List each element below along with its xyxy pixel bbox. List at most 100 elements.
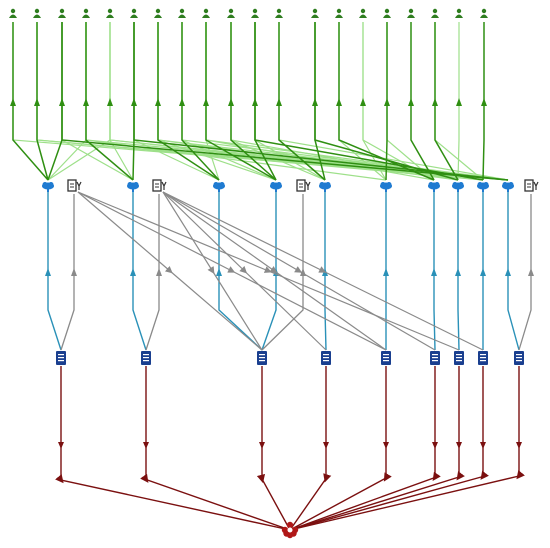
top-edge-arrowhead xyxy=(83,98,89,106)
person-icon xyxy=(431,8,439,18)
top-edge-dark xyxy=(157,22,220,181)
edges-document-to-root xyxy=(55,366,525,531)
service-doc-edge xyxy=(457,192,460,351)
person-icon xyxy=(130,8,138,18)
person-icon xyxy=(178,8,186,18)
person-icon xyxy=(251,8,259,18)
top-edge-dark xyxy=(47,22,63,181)
service-edge-arrowhead xyxy=(455,268,461,276)
root-edge-arrowhead xyxy=(516,442,522,449)
document-icon xyxy=(56,351,66,365)
edges-service-to-document xyxy=(45,191,534,351)
config-cross-edge xyxy=(77,191,263,351)
top-edge-dark xyxy=(314,22,459,181)
top-edge-light xyxy=(457,22,460,181)
top-edge-light xyxy=(157,22,459,181)
root-edge-arrowhead xyxy=(383,442,389,449)
service-doc-edge xyxy=(47,192,62,351)
flower-icon xyxy=(281,521,299,539)
root-edge-arrowhead xyxy=(143,442,149,449)
service-edge-arrowhead xyxy=(383,268,389,276)
config-cross-edge xyxy=(77,191,460,351)
top-edge-light xyxy=(109,22,134,181)
person-icon xyxy=(275,8,283,18)
person-icon xyxy=(480,8,488,18)
top-edge-light xyxy=(61,22,134,181)
config-icon xyxy=(524,179,539,192)
config-cross-edge xyxy=(77,191,387,351)
root-edge xyxy=(256,366,291,531)
service-edge-arrowhead xyxy=(216,268,222,276)
top-edge-dark xyxy=(338,22,435,181)
service-edge-arrowhead xyxy=(480,268,486,276)
top-edge-dark xyxy=(181,22,220,181)
cloud-icon xyxy=(380,182,392,192)
person-icon xyxy=(383,8,391,18)
config-doc-edge xyxy=(518,194,532,351)
service-doc-edge xyxy=(218,192,263,351)
person-icon xyxy=(407,8,415,18)
person-icon xyxy=(359,8,367,18)
person-icon xyxy=(335,8,343,18)
root-edge-arrowhead xyxy=(456,442,462,449)
top-edge-dark xyxy=(12,22,49,181)
top-edge-light xyxy=(47,22,87,181)
top-edge-arrowhead xyxy=(155,98,161,106)
document-icon xyxy=(321,351,331,365)
person-icon xyxy=(82,8,90,18)
root-edge-arrowhead xyxy=(58,442,64,449)
root-edge-arrowhead xyxy=(259,442,265,449)
document-icon xyxy=(454,351,464,365)
person-icon xyxy=(311,8,319,18)
top-edge-arrowhead xyxy=(312,98,318,106)
service-edge-arrowhead xyxy=(45,268,51,276)
cloud-icon xyxy=(213,182,225,192)
document-icon xyxy=(381,351,391,365)
edges-top-dark xyxy=(10,22,509,181)
top-edge-arrowhead xyxy=(360,98,366,106)
root-edge xyxy=(289,366,525,531)
top-edge-arrowhead xyxy=(481,98,487,106)
top-edge-dark xyxy=(36,22,49,181)
service-edge-arrowhead xyxy=(431,268,437,276)
cloud-icon xyxy=(452,182,464,192)
top-edge-arrowhead xyxy=(276,98,282,106)
top-edge-dark xyxy=(410,22,435,181)
top-edge-dark xyxy=(278,22,326,181)
cloud-icon xyxy=(477,182,489,192)
document-icon xyxy=(430,351,440,365)
cloud-icon xyxy=(502,182,514,192)
top-edge-dark xyxy=(254,22,484,181)
edges-top-light xyxy=(12,22,509,181)
config-edge-arrowhead xyxy=(528,268,534,276)
config-icon xyxy=(67,179,82,192)
top-edge-dark xyxy=(482,22,485,181)
top-edge-arrowhead xyxy=(456,98,462,106)
top-edge-dark xyxy=(85,22,134,181)
config-doc-edge xyxy=(145,194,160,351)
config-cross-edge xyxy=(162,191,387,351)
cloud-icon xyxy=(42,182,54,192)
person-icon xyxy=(106,8,114,18)
config-cross-edge xyxy=(162,191,327,351)
root-edge xyxy=(289,366,332,531)
root-edge xyxy=(289,366,465,531)
cloud-icon xyxy=(270,182,282,192)
root-edge xyxy=(55,366,291,531)
config-cross-edge xyxy=(162,191,436,351)
top-edge-dark xyxy=(133,22,509,181)
diagram-nodes xyxy=(9,8,539,539)
top-edge-arrowhead xyxy=(59,98,65,106)
config-doc-edge xyxy=(261,194,304,351)
top-edge-dark xyxy=(434,22,459,181)
top-edge-arrowhead xyxy=(34,98,40,106)
top-edge-arrowhead xyxy=(384,98,390,106)
top-edge-arrowhead xyxy=(203,98,209,106)
document-icon xyxy=(478,351,488,365)
person-icon xyxy=(58,8,66,18)
person-icon xyxy=(202,8,210,18)
top-edge-arrowhead xyxy=(10,98,16,106)
config-cross-edge xyxy=(162,191,263,351)
service-doc-edge xyxy=(433,192,436,351)
cloud-icon xyxy=(428,182,440,192)
